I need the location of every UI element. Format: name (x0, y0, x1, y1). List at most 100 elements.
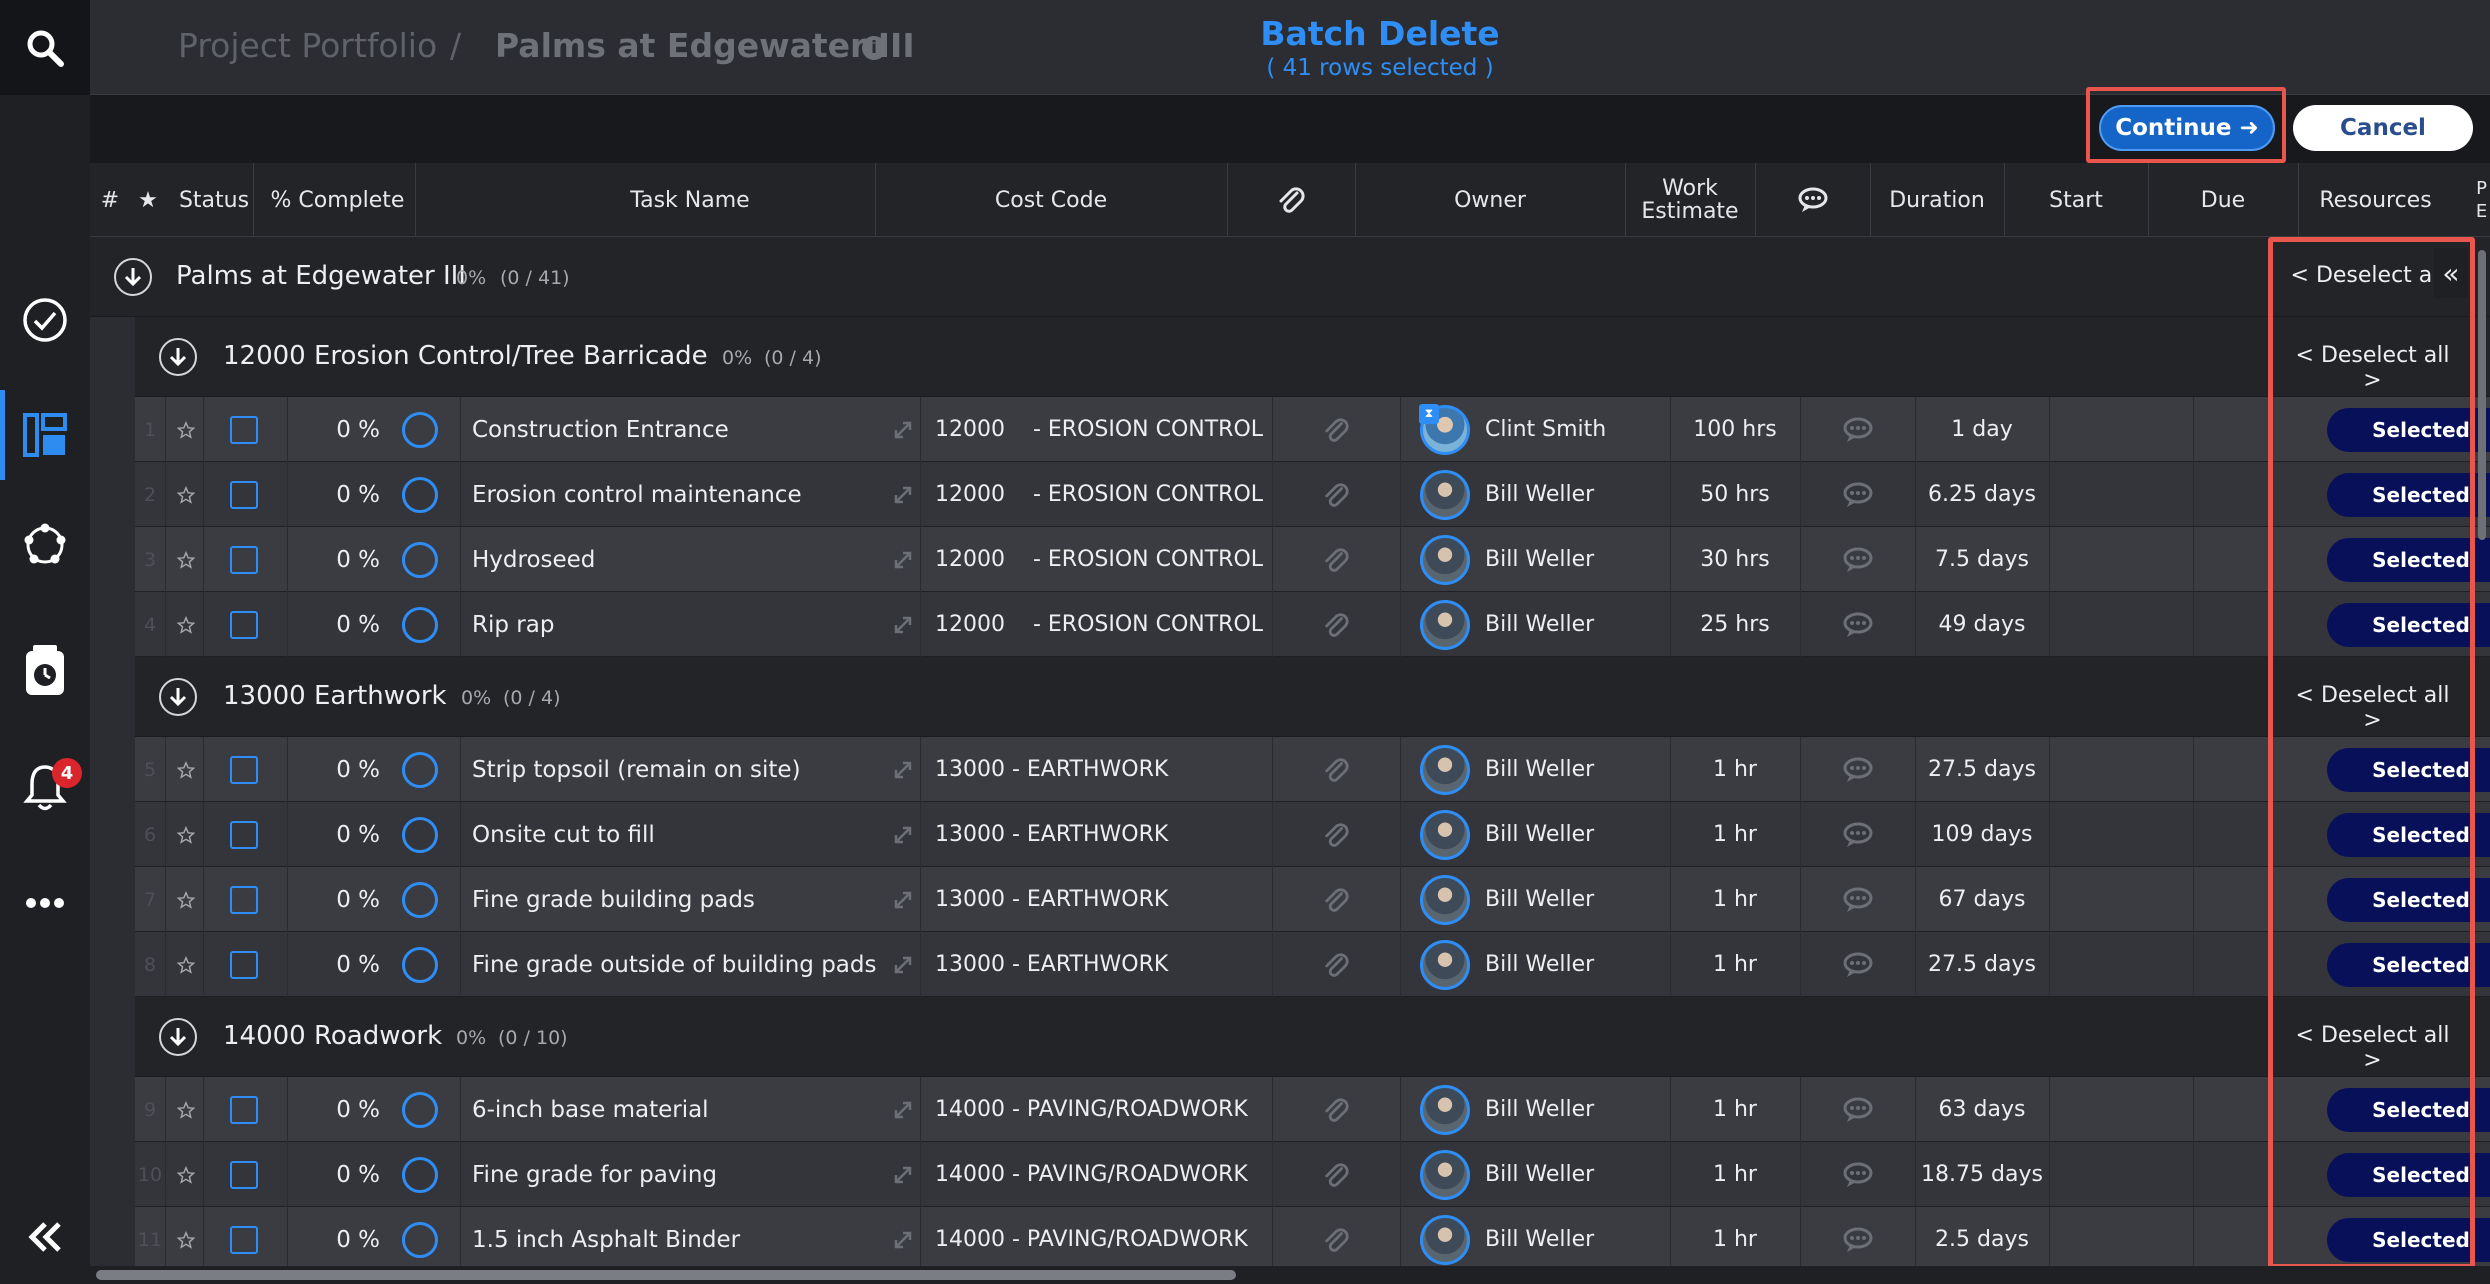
task-row[interactable]: 4 0 % Rip rap 12000 - EROSION CONTROL Bill W… (135, 592, 2490, 657)
work-estimate[interactable]: 1 hr (1713, 1097, 1757, 1122)
start-date[interactable] (2049, 1077, 2193, 1142)
duration[interactable]: 1 day (1951, 417, 2013, 442)
task-row[interactable]: 7 0 % Fine grade building pads 13000 - EART… (135, 867, 2490, 932)
col-header-number[interactable]: # (100, 187, 120, 213)
expand-task-button[interactable] (888, 397, 918, 462)
start-date[interactable] (2049, 592, 2193, 657)
deselect-all-button[interactable]: < Deselect all > (2295, 683, 2450, 733)
avatar[interactable] (1420, 469, 1470, 520)
owner-name[interactable]: Clint Smith (1485, 417, 1607, 442)
duration[interactable]: 109 days (1931, 822, 2033, 847)
percent-complete[interactable]: 0 % (336, 1226, 380, 1253)
comments-button[interactable] (1800, 737, 1915, 802)
duration[interactable]: 27.5 days (1928, 952, 2036, 977)
comments-button[interactable] (1800, 802, 1915, 867)
selected-toggle-button[interactable]: Selected (2327, 942, 2490, 987)
collapse-sidebar-button[interactable] (0, 1202, 90, 1272)
favorite-star-button[interactable] (173, 737, 198, 802)
percent-complete[interactable]: 0 % (336, 821, 380, 848)
task-name[interactable]: Fine grade outside of building pads (472, 951, 877, 978)
expand-task-button[interactable] (888, 592, 918, 657)
row-checkbox[interactable] (230, 1160, 258, 1189)
selected-toggle-button[interactable]: Selected (2327, 1152, 2490, 1197)
avatar[interactable] (1420, 939, 1470, 990)
board-nav-button[interactable] (0, 400, 90, 470)
favorite-star-button[interactable] (173, 932, 198, 997)
more-nav-button[interactable] (0, 868, 90, 938)
owner-name[interactable]: Bill Weller (1485, 1162, 1595, 1187)
selected-toggle-button[interactable]: Selected (2327, 747, 2490, 792)
owner-name[interactable]: Bill Weller (1485, 1227, 1595, 1252)
task-row[interactable]: 9 0 % 6-inch base material 14000 - PAVING/R… (135, 1077, 2490, 1142)
due-date[interactable] (2193, 397, 2323, 462)
duration[interactable]: 67 days (1938, 887, 2026, 912)
col-header-duration[interactable]: Duration (1889, 187, 1985, 213)
task-row[interactable]: 6 0 % Onsite cut to fill 13000 - EARTHWORK B… (135, 802, 2490, 867)
start-date[interactable] (2049, 527, 2193, 592)
comments-button[interactable] (1800, 1207, 1915, 1272)
expand-task-button[interactable] (888, 462, 918, 527)
col-header-status[interactable]: Status (178, 187, 250, 213)
due-date[interactable] (2193, 802, 2323, 867)
cancel-button[interactable]: Cancel (2293, 105, 2473, 151)
selected-toggle-button[interactable]: Selected (2327, 1087, 2490, 1132)
work-estimate[interactable]: 1 hr (1713, 757, 1757, 782)
owner-name[interactable]: Bill Weller (1485, 1097, 1595, 1122)
status-ring[interactable] (402, 606, 438, 643)
expand-task-button[interactable] (888, 737, 918, 802)
task-name[interactable]: 1.5 inch Asphalt Binder (472, 1226, 741, 1253)
attachments-button[interactable] (1272, 1142, 1400, 1207)
comments-button[interactable] (1800, 867, 1915, 932)
percent-complete[interactable]: 0 % (336, 481, 380, 508)
percent-complete[interactable]: 0 % (336, 1161, 380, 1188)
comments-button[interactable] (1800, 397, 1915, 462)
attachments-button[interactable] (1272, 737, 1400, 802)
work-estimate[interactable]: 30 hrs (1700, 547, 1770, 572)
col-header-start[interactable]: Start (2049, 187, 2103, 213)
due-date[interactable] (2193, 592, 2323, 657)
status-ring[interactable] (402, 476, 438, 513)
deselect-all-button[interactable]: < Deselect all > (2295, 1023, 2450, 1073)
percent-complete[interactable]: 0 % (336, 756, 380, 783)
attachments-button[interactable] (1272, 462, 1400, 527)
group-name[interactable]: 12000 Erosion Control/Tree Barricade (223, 341, 708, 371)
col-header-star[interactable]: ★ (138, 187, 158, 213)
avatar[interactable] (1420, 1149, 1470, 1200)
expand-task-button[interactable] (888, 527, 918, 592)
favorite-star-button[interactable] (173, 1077, 198, 1142)
network-nav-button[interactable] (0, 510, 90, 580)
due-date[interactable] (2193, 1077, 2323, 1142)
col-header-owner[interactable]: Owner (1454, 187, 1526, 213)
task-name[interactable]: Rip rap (472, 611, 555, 638)
task-name[interactable]: Hydroseed (472, 546, 596, 573)
avatar[interactable] (1420, 534, 1470, 585)
row-checkbox[interactable] (230, 820, 258, 849)
task-row[interactable]: 2 0 % Erosion control maintenance 12000 - E… (135, 462, 2490, 527)
due-date[interactable] (2193, 737, 2323, 802)
task-row[interactable]: 1 0 % Construction Entrance 12000 - EROSION… (135, 397, 2490, 462)
cost-code[interactable]: 12000 - EROSION CONTROL (935, 482, 1264, 507)
horizontal-scrollbar[interactable] (90, 1266, 2490, 1284)
row-checkbox[interactable] (230, 545, 258, 574)
work-estimate[interactable]: 50 hrs (1700, 482, 1770, 507)
duration[interactable]: 6.25 days (1928, 482, 2036, 507)
owner-name[interactable]: Bill Weller (1485, 822, 1595, 847)
attachments-button[interactable] (1272, 802, 1400, 867)
percent-complete[interactable]: 0 % (336, 546, 380, 573)
task-row[interactable]: 3 0 % Hydroseed 12000 - EROSION CONTROL Bill… (135, 527, 2490, 592)
comments-button[interactable] (1800, 932, 1915, 997)
cost-code[interactable]: 14000 - PAVING/ROADWORK (935, 1097, 1248, 1122)
selected-toggle-button[interactable]: Selected (2327, 472, 2490, 517)
favorite-star-button[interactable] (173, 462, 198, 527)
attachments-button[interactable] (1272, 932, 1400, 997)
status-ring[interactable] (402, 751, 438, 788)
status-ring[interactable] (402, 881, 438, 918)
task-row[interactable]: 5 0 % Strip topsoil (remain on site) 13000 … (135, 737, 2490, 802)
cost-code[interactable]: 13000 - EARTHWORK (935, 952, 1169, 977)
task-row[interactable]: 10 0 % Fine grade for paving 14000 - PAVING… (135, 1142, 2490, 1207)
continue-button[interactable]: Continue ➜ (2099, 105, 2275, 151)
breadcrumb-project[interactable]: Palms at Edgewater III (495, 26, 915, 65)
percent-complete[interactable]: 0 % (336, 1096, 380, 1123)
row-checkbox[interactable] (230, 885, 258, 914)
duration[interactable]: 7.5 days (1935, 547, 2029, 572)
